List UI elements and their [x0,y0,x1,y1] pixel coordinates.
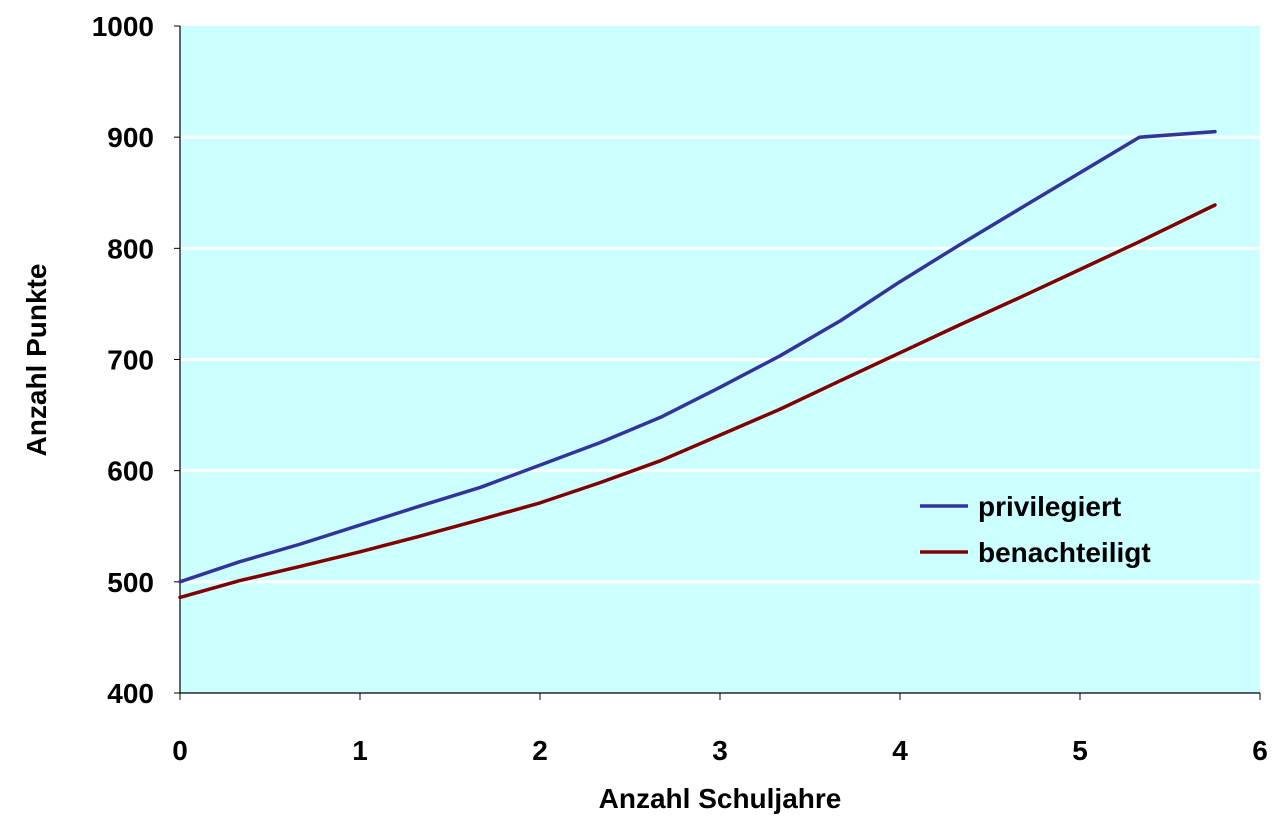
gridlines [180,135,1260,584]
x-axis-title: Anzahl Schuljahre [599,783,842,814]
y-tick-label: 600 [107,456,154,487]
legend-label: benachteiligt [978,537,1151,568]
y-tick-label: 500 [107,567,154,598]
y-tick-label: 400 [107,678,154,709]
x-tick-label: 5 [1072,735,1088,766]
x-tick-label: 4 [892,735,908,766]
y-tick-label: 700 [107,345,154,376]
legend-label: privilegiert [978,491,1121,522]
series-line-benachteiligt [178,203,1217,600]
y-tick-label: 1000 [92,11,154,42]
series-layer [178,129,1217,600]
y-tick-label: 800 [107,233,154,264]
legend: privilegiert benachteiligt [920,491,1151,568]
x-tick-label: 3 [712,735,728,766]
y-axis-title: Anzahl Punkte [21,264,52,457]
series-line-privilegiert [178,129,1217,584]
x-tick-label: 1 [352,735,368,766]
x-tick-label: 6 [1252,735,1268,766]
y-tick-label: 900 [107,122,154,153]
tick-labels: 400 500 600 700 800 900 1000 0 1 2 3 4 5 6 [92,11,1268,766]
x-tick-label: 0 [172,735,188,766]
x-tick-label: 2 [532,735,548,766]
